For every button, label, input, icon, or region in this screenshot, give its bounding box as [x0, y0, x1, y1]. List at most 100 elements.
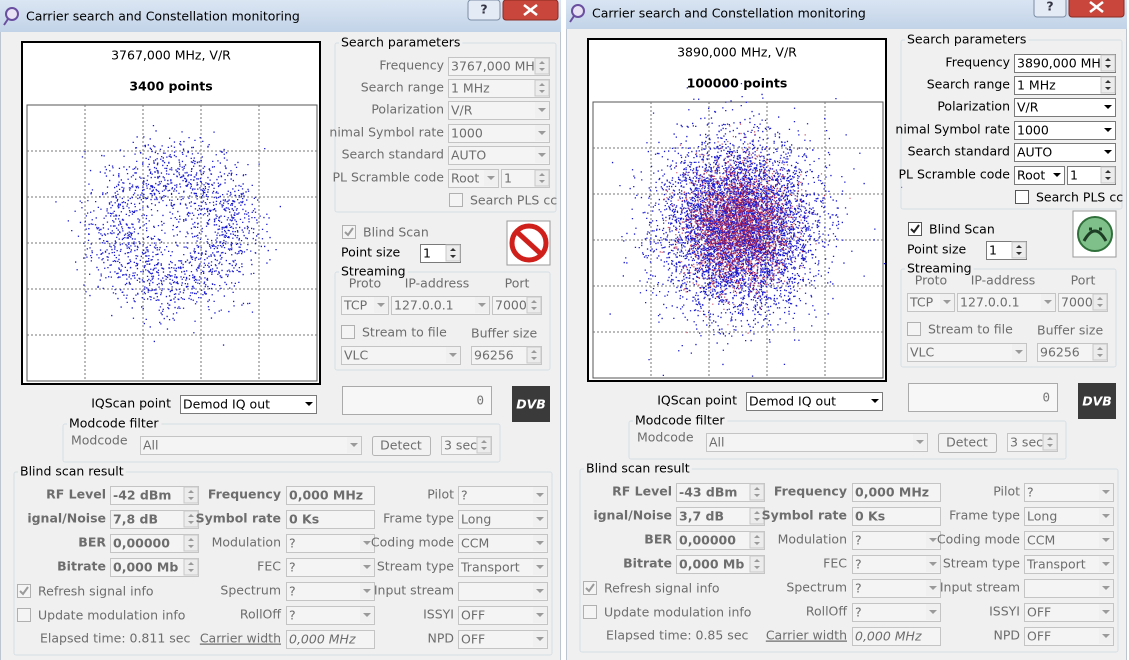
- spin-button: [749, 483, 765, 501]
- edit-value: -42 dBm: [113, 488, 171, 503]
- app-icon-handle: [569, 15, 575, 23]
- combo-box: [458, 558, 548, 577]
- edit-value: 0 Ks: [855, 509, 885, 524]
- detect-button[interactable]: [372, 436, 431, 456]
- label: NPD: [427, 631, 454, 646]
- help-button[interactable]: [1033, 0, 1067, 18]
- group-caption: Modcode filter: [635, 413, 725, 428]
- label: ignal/Noise: [27, 511, 106, 526]
- group-box: [334, 271, 551, 371]
- label: Point size: [341, 245, 401, 260]
- combo-arrow: [536, 613, 544, 617]
- combo-box: [852, 579, 941, 598]
- lcd-display: [342, 386, 492, 415]
- label: Detect: [946, 435, 988, 450]
- combo-box[interactable]: [1014, 143, 1116, 162]
- label: Frequency: [208, 487, 281, 502]
- spin-button: [1011, 241, 1027, 259]
- label: Buffer size: [1037, 323, 1103, 338]
- group-box: [628, 420, 1067, 460]
- label: Proto: [915, 273, 947, 288]
- lcd-value: 0: [476, 393, 484, 408]
- combo-box: [1024, 555, 1114, 574]
- combo-value: ?: [855, 581, 862, 596]
- edit-value: 0,000 MHz: [855, 629, 922, 644]
- label: Point size: [907, 242, 967, 257]
- combo-value: V/R: [1017, 100, 1039, 115]
- combo-box[interactable]: [746, 392, 883, 411]
- combo-box: [448, 146, 550, 165]
- combo-arrow: [449, 353, 457, 357]
- detect-button[interactable]: [938, 433, 997, 453]
- combo-box[interactable]: [180, 395, 317, 414]
- label: RollOff: [240, 607, 282, 622]
- checkbox-label: Refresh signal info: [38, 584, 154, 599]
- app-icon: [571, 4, 585, 18]
- edit-value: 0 Ks: [289, 512, 319, 527]
- spin-button: [749, 507, 765, 525]
- label: Pilot: [993, 484, 1020, 499]
- combo-box: [391, 296, 490, 315]
- checkbox[interactable]: [1015, 190, 1029, 204]
- combo-value: ?: [855, 533, 862, 548]
- edit-value: 1 MHz: [1017, 78, 1056, 93]
- spin-button: [526, 296, 542, 314]
- label: RollOff: [806, 604, 848, 619]
- edit-value: 0,00000: [679, 533, 736, 548]
- label: PL Scramble code: [899, 167, 1011, 182]
- edit-value: 1: [989, 243, 997, 258]
- group-box: [62, 423, 501, 463]
- combo-box[interactable]: [1014, 121, 1116, 140]
- check-mark: [585, 583, 595, 593]
- label: Input stream: [374, 583, 454, 598]
- combo-value: VLC: [344, 348, 369, 363]
- combo-arrow: [538, 153, 546, 157]
- combo-value: All: [709, 435, 725, 450]
- label: FEC: [823, 556, 847, 571]
- spin-button: [476, 436, 492, 454]
- combo-value: Transport: [1026, 557, 1086, 572]
- dvb-logo-text: DVB: [1082, 394, 1112, 409]
- label: Polarization: [937, 99, 1010, 114]
- label: IP-address: [405, 276, 470, 291]
- label: Search standard: [342, 147, 444, 162]
- checkbox-label: Refresh signal info: [604, 581, 720, 596]
- combo-value: Long: [461, 512, 491, 527]
- combo-value: 1000: [451, 126, 483, 141]
- lcd-display: [908, 383, 1058, 412]
- caption-bg: [339, 34, 463, 50]
- combo-value: 127.0.0.1: [960, 295, 1020, 310]
- combo-arrow: [478, 303, 486, 307]
- combo-arrow: [350, 443, 358, 447]
- combo-value: ?: [289, 608, 296, 623]
- edit-value: 0,000 Mb: [679, 557, 744, 572]
- group-caption: Streaming: [907, 261, 972, 276]
- combo-arrow: [1102, 610, 1110, 614]
- group-box: [900, 268, 1117, 368]
- combo-arrow: [536, 541, 544, 545]
- combo-box: [286, 558, 375, 577]
- elapsed-time: Elapsed time: 0.85 sec: [606, 628, 749, 643]
- spin-button: [526, 346, 542, 364]
- combo-box: [1024, 531, 1114, 550]
- combo-box: [448, 124, 550, 143]
- label: Frame type: [383, 511, 454, 526]
- label: Bitrate: [57, 559, 106, 574]
- caption-bg: [18, 463, 126, 479]
- edit-value: 3 sec: [444, 438, 477, 453]
- combo-arrow: [487, 176, 495, 180]
- spin-button: [1100, 76, 1116, 94]
- help-button[interactable]: [467, 0, 501, 21]
- spin-arrows: [754, 487, 760, 497]
- constellation-header: 3767,000 MHz, V/R: [111, 48, 231, 63]
- spin-arrows: [754, 511, 760, 521]
- edit-box: [286, 486, 375, 505]
- combo-box[interactable]: [1014, 98, 1116, 117]
- edit-value: 0,000 MHz: [855, 485, 929, 500]
- combo-box: [907, 343, 1027, 362]
- combo-arrow: [1102, 490, 1110, 494]
- caption-bg: [905, 260, 974, 276]
- combo-box: [341, 346, 461, 365]
- label: Carrier width: [200, 631, 281, 646]
